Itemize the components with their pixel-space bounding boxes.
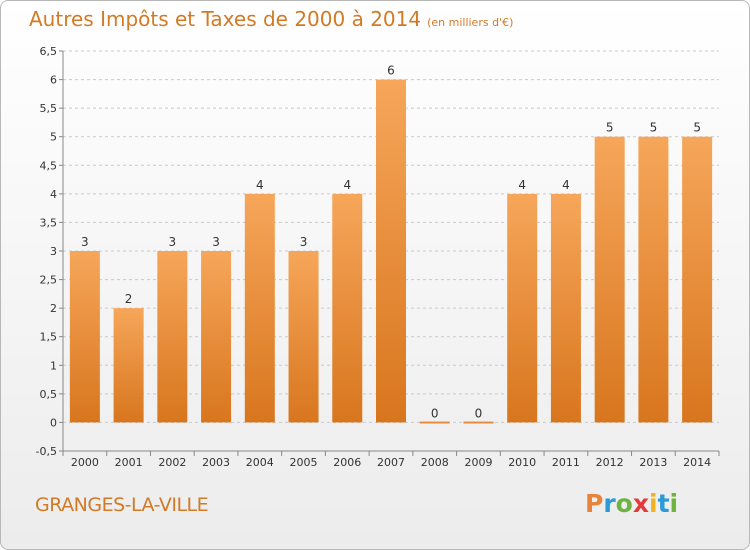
x-tick-label: 2012: [596, 456, 624, 469]
bar-2010: [507, 193, 538, 423]
bar-2005: [288, 251, 319, 423]
y-tick-label: 2: [50, 302, 57, 315]
y-tick-label: 0: [50, 416, 57, 429]
data-label: 5: [693, 121, 701, 135]
data-label: 0: [431, 406, 439, 420]
bar-2004: [244, 193, 275, 423]
logo-letter: P: [585, 489, 604, 518]
chart-title-text: Autres Impôts et Taxes de 2000 à 2014: [29, 7, 422, 31]
bar-2008: [419, 421, 450, 424]
unit-note: (en milliers d'€): [427, 16, 514, 29]
y-tick-label: 3,5: [40, 216, 58, 229]
chart-title: Autres Impôts et Taxes de 2000 à 2014 (en…: [29, 7, 513, 31]
bar-2002: [157, 251, 188, 423]
x-tick-label: 2013: [639, 456, 667, 469]
x-tick-label: 2002: [158, 456, 186, 469]
x-tick-label: 2007: [377, 456, 405, 469]
bar-2013: [638, 136, 669, 423]
x-tick-label: 2003: [202, 456, 230, 469]
data-label: 4: [562, 178, 570, 192]
x-tick-label: 2001: [115, 456, 143, 469]
logo-letter: x: [632, 489, 649, 518]
y-tick-label: 5,5: [40, 102, 58, 115]
logo-letter: o: [615, 489, 633, 518]
bar-2003: [201, 251, 232, 423]
commune-name: GRANGES-LA-VILLE: [35, 494, 209, 516]
y-tick-label: 5: [50, 131, 57, 144]
bar-2006: [332, 193, 363, 423]
bar-2007: [376, 79, 406, 423]
x-tick-label: 2000: [71, 456, 99, 469]
x-tick-label: 2014: [683, 456, 711, 469]
logo-letter: i: [649, 489, 658, 518]
logo-letter: r: [603, 489, 616, 518]
data-label: 4: [256, 178, 264, 192]
y-tick-label: 0,5: [40, 388, 58, 401]
data-label: 3: [169, 235, 177, 249]
x-tick-label: 2006: [333, 456, 361, 469]
y-tick-label: 6,5: [40, 45, 58, 58]
data-label: 0: [475, 406, 483, 420]
logo-letter: t: [657, 489, 670, 518]
x-tick-label: 2005: [290, 456, 318, 469]
data-label: 5: [650, 121, 658, 135]
bar-2000: [69, 251, 100, 423]
proxiti-logo: Proxiti: [585, 489, 678, 518]
data-label: 2: [125, 292, 133, 306]
y-tick-label: 4: [50, 188, 57, 201]
data-label: 6: [387, 64, 395, 78]
bar-2012: [594, 136, 625, 423]
x-tick-label: 2008: [421, 456, 449, 469]
data-label: 3: [212, 235, 220, 249]
bar-2009: [463, 421, 494, 424]
y-tick-label: -0,5: [36, 445, 57, 458]
x-tick-label: 2010: [508, 456, 536, 469]
y-tick-label: 6: [50, 74, 57, 87]
data-label: 3: [300, 235, 308, 249]
y-tick-label: 3: [50, 245, 57, 258]
bar-2011: [550, 193, 581, 423]
data-label: 3: [81, 235, 89, 249]
bar-2001: [113, 308, 144, 423]
y-tick-label: 2,5: [40, 274, 58, 287]
x-tick-label: 2009: [464, 456, 492, 469]
y-tick-label: 1,5: [40, 331, 58, 344]
data-label: 5: [606, 121, 614, 135]
x-tick-label: 2004: [246, 456, 274, 469]
y-tick-label: 1: [50, 359, 57, 372]
x-tick-label: 2011: [552, 456, 580, 469]
y-tick-label: 4,5: [40, 159, 58, 172]
logo-letter: i: [669, 489, 679, 518]
data-label: 4: [518, 178, 526, 192]
data-label: 4: [343, 178, 351, 192]
bar-2014: [682, 136, 713, 423]
